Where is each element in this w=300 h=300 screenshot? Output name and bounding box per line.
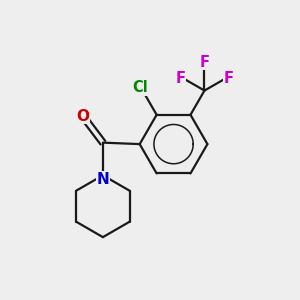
Text: F: F [175,70,185,86]
Text: F: F [200,55,209,70]
Text: Cl: Cl [133,80,148,95]
Text: O: O [77,109,90,124]
Text: N: N [97,172,109,187]
Text: F: F [224,70,234,86]
